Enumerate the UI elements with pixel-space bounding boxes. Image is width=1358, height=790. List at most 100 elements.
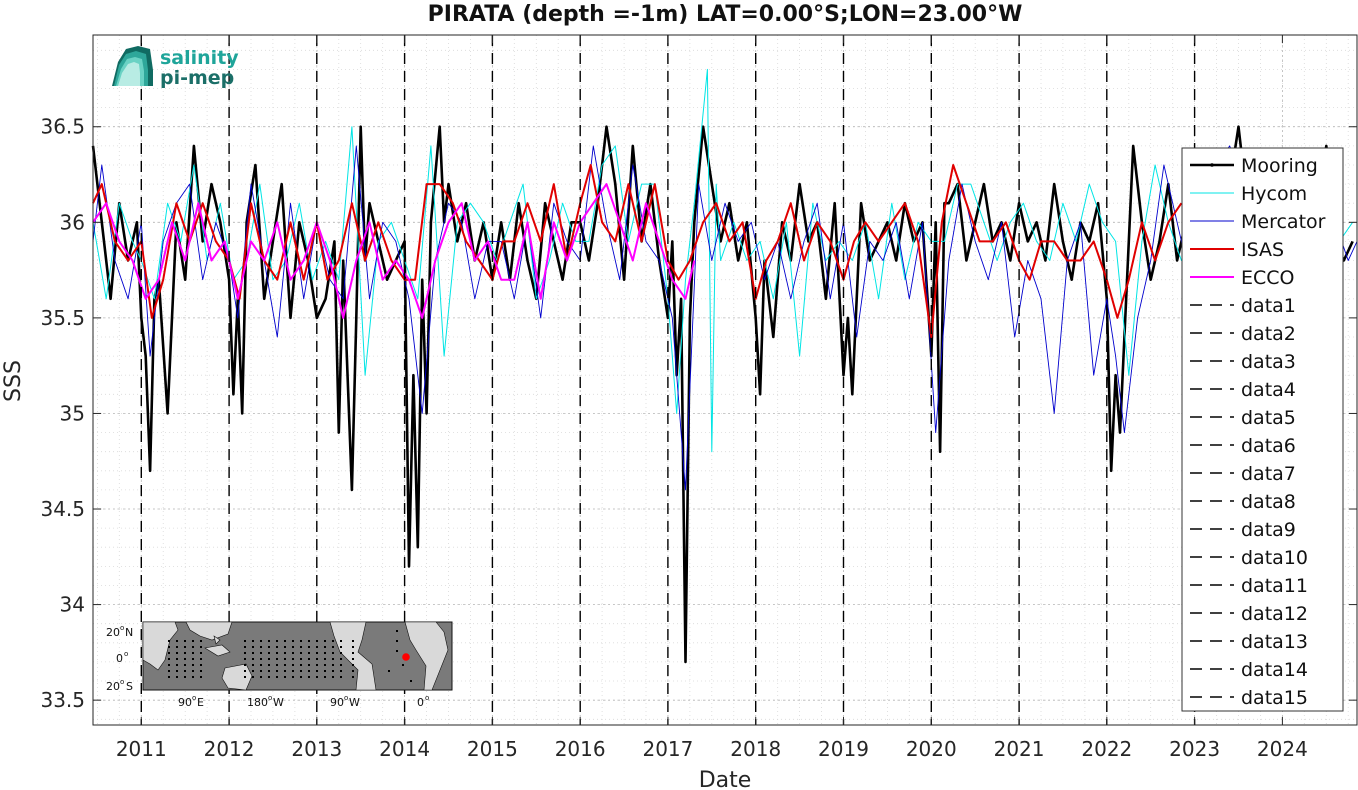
buoy-dot [352,652,354,654]
buoy-dot [168,664,170,666]
buoy-dot [332,676,334,678]
buoy-dot [284,670,286,672]
buoy-dot [292,676,294,678]
year-marker-lines [140,35,1196,725]
buoy-dot [184,670,186,672]
buoy-dot [300,652,302,654]
buoy-dot [260,670,262,672]
buoy-dot [252,646,254,648]
buoy-dot [200,664,202,666]
buoy-dot [300,646,302,648]
buoy-dot [244,664,246,666]
buoy-dot [252,658,254,660]
inset-lon-suffix-e: E [197,696,204,709]
inset-lon-label-90e: 90 [178,696,192,709]
buoy-dot [284,664,286,666]
buoy-dot [184,646,186,648]
buoy-dot [268,664,270,666]
buoy-dot [292,664,294,666]
buoy-dot [168,640,170,642]
buoy-dot [168,646,170,648]
legend-entry: data3 [1190,351,1296,373]
buoy-dot [276,676,278,678]
inset-map-location-marker [402,653,410,661]
x-tick-label: 2013 [291,737,342,761]
legend-label: data6 [1241,435,1296,457]
buoy-dot [184,664,186,666]
legend: Mooring Hycom Mercator ISAS ECCO data1 data2 da… [1181,147,1344,712]
buoy-dot [300,640,302,642]
buoy-dot [308,640,310,642]
buoy-dot [192,646,194,648]
buoy-dot [176,670,178,672]
y-tick-label: 35.5 [40,306,85,330]
buoy-dot [192,640,194,642]
inset-lon-label-0: 0 [417,696,424,709]
buoy-dot [316,664,318,666]
legend-entry: data4 [1190,379,1296,401]
series-line-mooring [91,125,1354,664]
legend-label: data4 [1241,379,1296,401]
buoy-dot [292,646,294,648]
buoy-dot [332,670,334,672]
buoy-dot [268,670,270,672]
buoy-dot [276,658,278,660]
buoy-dot [292,640,294,642]
x-tick-label: 2012 [204,737,255,761]
y-tick-label: 36.5 [40,115,85,139]
legend-entry: data7 [1190,463,1296,485]
buoy-dot [340,652,342,654]
y-tick-label: 36 [60,210,85,234]
buoy-dot [284,676,286,678]
logo-line1: salinity [160,47,239,69]
legend-label: data15 [1241,687,1308,709]
buoy-dot [396,630,398,632]
buoy-dot [260,664,262,666]
buoy-dot [252,676,254,678]
inset-lat-label-20n: 20 [106,626,120,639]
buoy-dot [200,676,202,678]
legend-label: data8 [1241,491,1296,513]
x-tick-label: 2014 [379,737,430,761]
buoy-dot [316,676,318,678]
buoy-dot [244,658,246,660]
y-tick-label: 35 [60,401,85,425]
inset-lon-degree-180w: o [268,694,272,702]
buoy-dot [352,670,354,672]
buoy-dot [324,676,326,678]
buoy-dot [260,658,262,660]
buoy-dot [352,658,354,660]
buoy-dot [244,646,246,648]
buoy-dot [324,670,326,672]
legend-entry: ISAS [1190,239,1284,261]
axes-box [92,34,1358,726]
inset-lat-label-20s: 20 [106,680,120,693]
legend-entry: data14 [1190,659,1308,681]
buoy-dot [176,652,178,654]
buoy-dot [308,658,310,660]
buoy-dot [252,640,254,642]
buoy-dot [192,652,194,654]
buoy-dot [284,646,286,648]
legend-label: Mercator [1241,211,1326,233]
inset-lon-label-90w: 90 [330,696,344,709]
buoy-dot [268,646,270,648]
inset-lat-degree-20n: o [120,624,124,632]
salinity-pimep-logo: salinity pi-mep [112,46,239,89]
legend-label: data13 [1241,631,1308,653]
buoy-dot [244,676,246,678]
legend-label: data12 [1241,603,1308,625]
buoy-dot [200,640,202,642]
inset-lon-suffix-w1: W [273,696,284,709]
buoy-dot [192,670,194,672]
buoy-dot [252,664,254,666]
inset-lat-degree-20s: o [120,678,124,686]
legend-entry: data9 [1190,519,1296,541]
legend-label: data1 [1241,295,1296,317]
buoy-dot [410,680,412,682]
legend-label: data2 [1241,323,1296,345]
buoy-dot [292,658,294,660]
buoy-dot [332,664,334,666]
buoy-dot [332,652,334,654]
buoy-dot [300,658,302,660]
